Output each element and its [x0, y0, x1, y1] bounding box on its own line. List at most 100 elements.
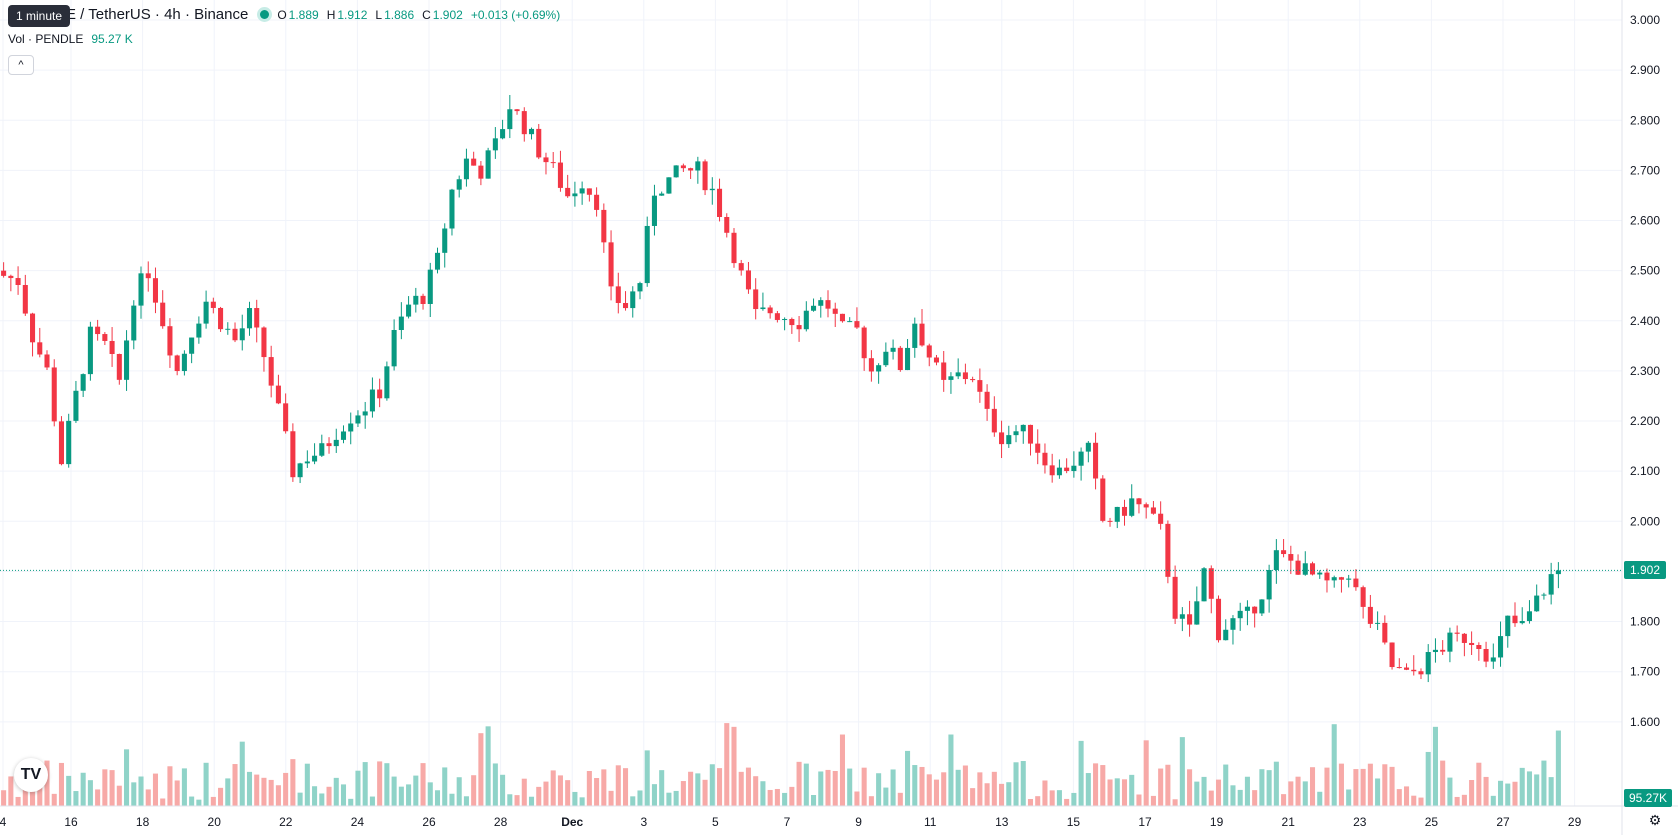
candle-body — [991, 408, 997, 433]
volume-bar — [847, 768, 853, 806]
candle-body — [622, 303, 629, 309]
candle — [1107, 517, 1113, 527]
candle — [181, 350, 187, 376]
candle — [449, 188, 455, 236]
symbol-legend: E / TetherUS · 4h · Binance O 1.889 H 1.91… — [8, 6, 560, 23]
high-value: 1.912 — [337, 7, 368, 22]
volume-bar — [87, 780, 93, 806]
settings-gear-icon[interactable]: ⚙ — [1648, 812, 1662, 828]
volume-bar — [326, 786, 332, 806]
change-value: +0.013 (+0.69%) — [470, 7, 561, 22]
candle — [876, 363, 882, 384]
candle — [246, 301, 253, 336]
candle — [1266, 564, 1272, 613]
candle — [1150, 500, 1156, 515]
candle-body — [1020, 424, 1026, 432]
volume-bar — [1389, 766, 1395, 806]
candle-body — [1375, 622, 1381, 624]
volume-bar — [181, 768, 187, 806]
volume-bar — [536, 786, 542, 806]
candle-body — [145, 273, 151, 279]
candle — [500, 119, 506, 140]
volume-bar — [1121, 779, 1128, 806]
candle — [594, 187, 600, 217]
volume-bar — [586, 771, 592, 806]
candle — [789, 317, 795, 334]
volume-bar — [919, 766, 925, 806]
time-tick-label: 18 — [136, 815, 150, 829]
volume-bar — [37, 783, 43, 806]
candle-body — [1259, 599, 1265, 614]
candle-body — [767, 307, 773, 314]
volume-bar — [485, 726, 491, 806]
candle-body — [738, 263, 744, 271]
candle-body — [912, 323, 918, 348]
interval-tooltip: 1 minute — [8, 5, 71, 27]
time-tick-label: 5 — [712, 815, 719, 829]
candle-body — [333, 439, 339, 447]
candle-body — [1143, 504, 1149, 508]
volume-label[interactable]: Vol · PENDLE — [8, 32, 84, 46]
candle-body — [709, 188, 715, 191]
volume-bar — [340, 784, 347, 806]
volume-bar — [442, 767, 448, 806]
time-tick-label: 28 — [494, 815, 508, 829]
volume-bar — [1432, 726, 1438, 806]
candle-body — [1367, 606, 1373, 624]
volume-bar — [124, 749, 130, 806]
candle — [905, 339, 911, 371]
candle-body — [1389, 642, 1395, 668]
candle — [124, 330, 130, 391]
last-price-badge: 1.902 — [1624, 561, 1667, 580]
candle-body — [406, 304, 412, 317]
candle — [695, 156, 701, 184]
candle — [1187, 600, 1193, 637]
volume-bar — [1201, 776, 1207, 806]
candle-body — [66, 420, 72, 465]
candle — [1476, 642, 1482, 661]
volume-bar — [1396, 789, 1402, 806]
candle-body — [1302, 563, 1308, 575]
candle-body — [1534, 595, 1540, 612]
candle — [189, 337, 195, 364]
candle-body — [702, 161, 708, 191]
candle-body — [984, 391, 990, 409]
collapse-legend-button[interactable]: ^ — [8, 55, 34, 75]
volume-bar — [275, 785, 281, 806]
volume-bar — [507, 794, 513, 806]
candle — [832, 302, 838, 327]
volume-bar — [319, 793, 325, 806]
candle — [825, 290, 831, 318]
candle — [854, 307, 860, 329]
candle — [1454, 625, 1460, 642]
candle-body — [557, 162, 563, 188]
candle-body — [1440, 649, 1446, 652]
candle — [138, 266, 144, 319]
symbol-title[interactable]: E / TetherUS · 4h · Binance — [66, 6, 249, 23]
last-volume-badge: 95.27K — [1624, 789, 1673, 807]
candle — [1064, 458, 1070, 474]
candle-body — [8, 275, 14, 279]
candle — [1129, 484, 1135, 518]
candle-body — [550, 162, 556, 164]
candle-body — [1469, 642, 1475, 646]
volume-bar — [565, 780, 571, 806]
volume-bar — [637, 790, 643, 806]
candle — [304, 450, 310, 468]
candle-body — [1064, 467, 1070, 472]
candle-body — [37, 342, 43, 355]
candle — [398, 302, 404, 340]
price-tick-label: 1.800 — [1630, 615, 1660, 629]
candle-body — [218, 307, 224, 330]
volume-bar — [543, 781, 549, 806]
volume-bar — [782, 792, 788, 806]
candle — [984, 384, 990, 421]
volume-bar — [1331, 724, 1337, 806]
price-tick-label: 2.000 — [1630, 514, 1660, 528]
volume-bar — [1346, 789, 1352, 806]
candle-body — [1100, 478, 1106, 521]
candle-body — [941, 362, 947, 380]
tradingview-logo-icon[interactable]: TV — [14, 758, 48, 792]
candle — [95, 319, 101, 341]
